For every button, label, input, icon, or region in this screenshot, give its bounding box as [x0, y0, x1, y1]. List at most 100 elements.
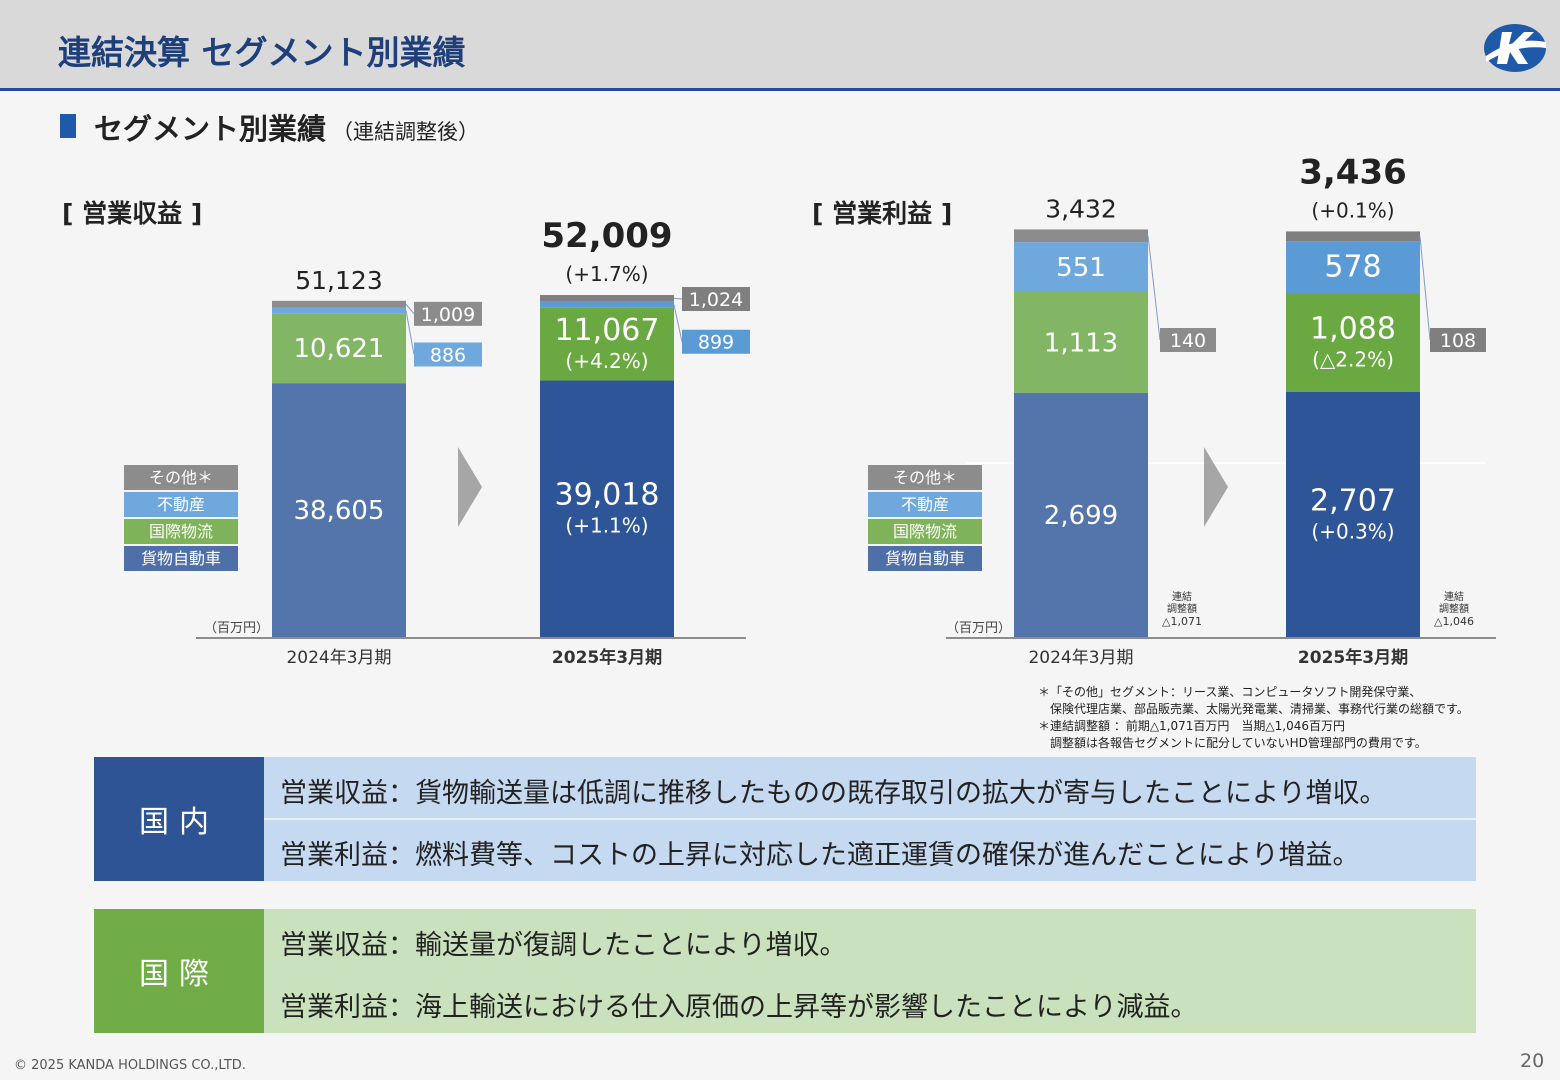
adjustment-label: 調整額	[1167, 602, 1197, 615]
callout-leader	[405, 303, 415, 315]
bar-value-label: 10,621	[294, 334, 385, 364]
bar-value-label: 1,088	[1310, 312, 1396, 347]
callout-value-label: 108	[1440, 330, 1476, 352]
bar-value-label: 39,018	[555, 478, 660, 513]
legend-item-other: その他＊	[868, 465, 982, 490]
bar-value-label: 551	[1056, 253, 1106, 283]
x-tick-label: 2025年3月期	[1298, 647, 1408, 668]
bar-segment	[1286, 241, 1420, 294]
callout-value-label: 1,024	[689, 289, 743, 311]
profit-legend: その他＊ 不動産 国際物流 貨物自動車	[868, 465, 982, 573]
footnote-line: 保険代理店業、部品販売業、太陽光発電業、清掃業、事務代行業の総額です。	[1038, 702, 1469, 716]
bar-segment	[1014, 392, 1148, 637]
callout-box	[1160, 328, 1216, 352]
callout-leader	[1147, 235, 1161, 341]
footnote-line: 調整額は各報告セグメントに配分していないHD管理部門の費用です。	[1038, 736, 1427, 750]
domestic-profit-text: 営業利益：燃料費等、コストの上昇に対応した適正運賃の確保が進んだことにより増益。	[280, 840, 1360, 871]
bar-change-label: (+4.2%)	[565, 349, 648, 373]
bar-segment	[1286, 231, 1420, 242]
bar-segment	[1014, 291, 1148, 393]
transition-arrow-icon	[458, 447, 482, 527]
domestic-label: 国内	[94, 757, 264, 881]
callout-value-label: 1,009	[421, 304, 475, 326]
callout-box	[682, 329, 750, 354]
revenue-legend: その他＊ 不動産 国際物流 貨物自動車	[124, 465, 238, 573]
callout-box	[682, 287, 750, 312]
international-body: 営業収益：輸送量が復調したことにより増収。 営業利益：海上輸送における仕入原価の…	[264, 909, 1476, 1033]
bar-segment	[1286, 293, 1420, 392]
revenue-unit-label: （百万円）	[204, 621, 270, 636]
section-title: セグメント別業績 （連結調整後）	[94, 112, 480, 146]
header-bar	[0, 0, 1560, 91]
adjustment-value: △1,071	[1162, 615, 1202, 628]
bar-total-label: 3,432	[1045, 194, 1117, 223]
legend-item-trucking: 貨物自動車	[868, 546, 982, 571]
profit-chart-title: [ 営業利益 ]	[812, 199, 953, 228]
bar-value-label: 578	[1324, 249, 1381, 284]
bar-total-label: 3,436	[1299, 152, 1407, 192]
section-marker	[60, 114, 76, 138]
footnote-line: ＊連結調整額 ：前期△1,071百万円 当期△1,046百万円	[1038, 719, 1345, 733]
callout-leader	[673, 297, 683, 300]
international-label: 国際	[94, 909, 264, 1033]
adjustment-label: 連結	[1444, 590, 1464, 603]
bar-segment	[272, 307, 406, 314]
callout-leader	[673, 304, 683, 342]
revenue-chart-title: [ 営業収益 ]	[62, 199, 203, 228]
bar-segment	[272, 313, 406, 384]
callout-value-label: 899	[698, 332, 734, 354]
bar-change-label: (+1.1%)	[565, 514, 648, 538]
bar-segment	[1286, 391, 1420, 637]
domestic-panel: 国内 営業収益：貨物輸送量は低調に推移したものの既存取引の拡大が寄与したことによ…	[94, 757, 1476, 881]
footnote-line: ＊「その他」セグメント：リース業、コンピュータソフト開発保守業、	[1038, 685, 1422, 699]
bar-total-label: 52,009	[541, 216, 672, 256]
callout-box	[1430, 328, 1486, 352]
callout-box	[414, 301, 482, 326]
international-panel: 国際 営業収益：輸送量が復調したことにより増収。 営業利益：海上輸送における仕入…	[94, 909, 1476, 1033]
bar-segment	[540, 307, 674, 381]
adjustment-value: △1,046	[1434, 615, 1474, 628]
international-profit-text: 営業利益：海上輸送における仕入原価の上昇等が影響したことにより減益。	[280, 992, 1198, 1023]
page-number: 20	[1520, 1050, 1545, 1072]
legend-item-international: 国際物流	[868, 519, 982, 544]
bar-value-label: 2,707	[1310, 483, 1396, 518]
adjustment-label: 連結	[1172, 590, 1192, 603]
legend-item-real-estate: 不動産	[868, 492, 982, 517]
domestic-body: 営業収益：貨物輸送量は低調に推移したものの既存取引の拡大が寄与したことにより増収…	[264, 757, 1476, 881]
bar-segment	[1014, 242, 1148, 292]
domestic-revenue-text: 営業収益：貨物輸送量は低調に推移したものの既存取引の拡大が寄与したことにより増収…	[280, 778, 1387, 809]
legend-item-other: その他＊	[124, 465, 238, 490]
panel-divider	[264, 818, 1476, 820]
profit-unit-label: （百万円）	[946, 621, 1012, 636]
bar-segment	[540, 301, 674, 308]
bar-change-label: (△2.2%)	[1312, 348, 1394, 372]
callout-box	[414, 342, 482, 367]
bar-segment	[540, 380, 674, 637]
adjustment-label: 調整額	[1439, 602, 1469, 615]
bar-value-label: 11,067	[555, 313, 660, 348]
footnotes: ＊「その他」セグメント：リース業、コンピュータソフト開発保守業、 保険代理店業、…	[1038, 684, 1469, 752]
callout-leader	[405, 310, 415, 355]
bar-value-label: 1,113	[1044, 328, 1118, 358]
bar-total-change-label: (+1.7%)	[565, 262, 648, 286]
company-logo-icon	[1484, 24, 1546, 72]
bar-value-label: 2,699	[1044, 501, 1118, 531]
x-tick-label: 2025年3月期	[552, 647, 662, 668]
copyright: © 2025 KANDA HOLDINGS CO.,LTD.	[14, 1058, 246, 1073]
segment-charts: 38,605 10,621 886 1,009 51,123 2024年3月期 39,018…	[196, 152, 1496, 668]
callout-value-label: 140	[1170, 330, 1206, 352]
callout-leader	[1419, 236, 1431, 341]
bar-total-label: 51,123	[295, 266, 382, 295]
bar-segment	[1014, 229, 1148, 243]
legend-item-international: 国際物流	[124, 519, 238, 544]
page-title: 連結決算 セグメント別業績	[58, 33, 466, 72]
x-tick-label: 2024年3月期	[286, 648, 391, 668]
transition-arrow-icon	[1204, 447, 1228, 527]
x-tick-label: 2024年3月期	[1028, 648, 1133, 668]
international-revenue-text: 営業収益：輸送量が復調したことにより増収。	[280, 930, 847, 961]
bar-value-label: 38,605	[294, 496, 385, 526]
bar-segment	[272, 383, 406, 637]
legend-item-trucking: 貨物自動車	[124, 546, 238, 571]
legend-item-real-estate: 不動産	[124, 492, 238, 517]
bar-change-label: (+0.3%)	[1311, 519, 1394, 543]
